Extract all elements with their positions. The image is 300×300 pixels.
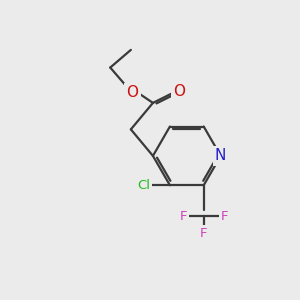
Text: F: F — [179, 210, 187, 223]
Text: Cl: Cl — [137, 179, 150, 192]
Text: F: F — [200, 227, 208, 240]
Text: O: O — [126, 85, 138, 100]
Text: O: O — [173, 84, 185, 99]
Text: F: F — [220, 210, 228, 223]
Text: N: N — [215, 148, 226, 164]
